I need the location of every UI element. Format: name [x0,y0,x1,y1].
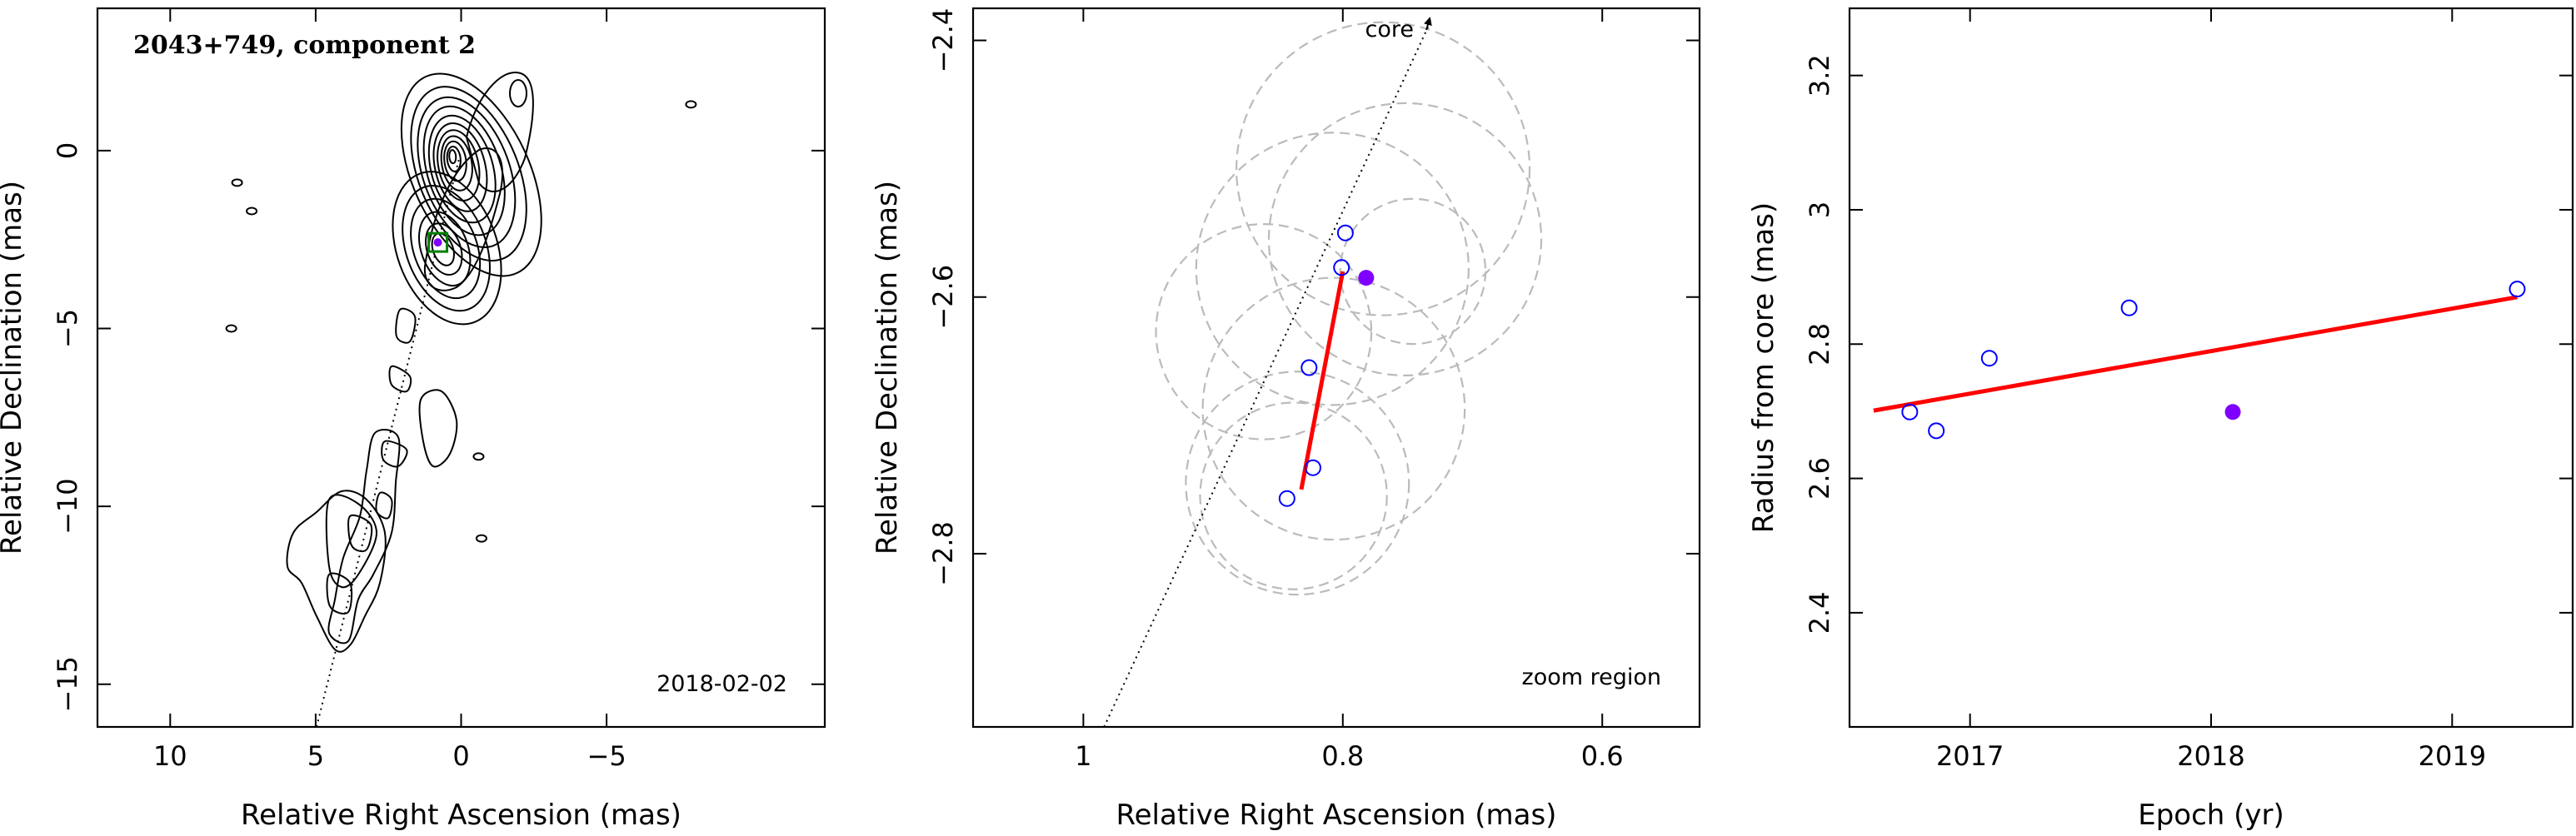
y-tick-label: −10 [52,478,83,535]
map-area [225,71,697,727]
zoom-region-panel: 1 0.8 0.6 −2.4 −2.6 −2.8 Relative Right Ascens… [871,7,1701,832]
fit-line [1873,295,2518,413]
component-contour [424,222,463,276]
core-contour [446,145,462,172]
x-tick-label: 5 [307,740,324,772]
x-tick-label: 2019 [2419,740,2486,772]
contour-map-panel: 10 5 0 −5 0 −5 −10 −15 Relative Right Ascension … [0,7,826,832]
y-tick-label: −5 [52,309,83,348]
noise-contour [685,100,697,109]
core-contour [465,71,534,192]
epoch-label: 2018-02-02 [656,671,787,697]
jet-contour [325,494,378,589]
plot-frame [1848,7,2574,729]
y-tick-label: 2.6 [1804,457,1835,500]
bridge-contour [423,147,504,291]
error-circle [1267,102,1543,376]
core-arrow [1424,17,1432,31]
y-tick-label: 2.8 [1804,323,1835,366]
core-contour [400,72,542,277]
component-dot [433,238,442,247]
core-contour [437,129,481,202]
noise-contour [246,207,258,216]
epoch-point [2509,281,2526,298]
x-tick-label: −5 [587,740,627,772]
core-direction-line [1103,22,1431,727]
core-label: core [1365,17,1414,42]
plot-frame [971,7,1701,729]
x-tick-label: 1 [1075,740,1091,772]
noise-contour [231,178,243,187]
epoch-point [1336,224,1354,241]
x-axis-label: Epoch (yr) [2138,799,2284,832]
epoch-point [1300,359,1318,376]
y-tick-label: −15 [52,656,83,713]
y-axis-label: Radius from core (mas) [1747,202,1780,533]
plot-frame [96,7,826,729]
component-contour [418,211,472,287]
core-contour [410,86,527,262]
jet-contour [395,307,417,344]
error-circle [1195,132,1470,406]
error-circle [1235,21,1531,316]
x-tick-label: 2018 [2177,740,2244,772]
x-tick-label: 10 [153,740,187,772]
y-tick-label: 2.4 [1804,591,1835,634]
epoch-point [2120,299,2138,316]
core-direction-line [315,150,462,727]
y-axis-label: Relative Declination (mas) [0,181,28,555]
jet-contour [286,490,387,653]
y-tick-label: 3 [1804,202,1835,218]
fit-line [1299,271,1345,490]
x-tick-label: 0 [452,740,469,772]
core-contour [440,135,473,192]
zoom-label: zoom region [1522,664,1661,690]
x-tick-label: 0.6 [1581,740,1624,772]
epoch-point [1278,490,1295,507]
component-box [427,231,449,253]
core-contour [509,79,527,107]
jet-contour [375,491,393,520]
noise-contour [225,324,237,333]
x-tick-label: 0.8 [1321,740,1364,772]
epoch-point [1304,459,1321,476]
component-contour [410,197,482,300]
jet-contour [326,572,353,615]
highlight-point [2224,404,2241,420]
noise-contour [475,534,487,543]
error-circle [1339,197,1487,346]
y-tick-label: −2.6 [927,265,959,330]
error-circle [1201,276,1466,541]
component-contour [392,171,502,326]
jet-contour [347,514,373,553]
chart-title: 2043+749, component 2 [133,31,476,60]
jet-contour [381,440,408,468]
y-tick-label: 0 [52,142,83,159]
error-circle [1185,371,1410,596]
core-contour [422,105,506,236]
jet-contour [418,389,458,468]
epoch-point [1333,259,1350,276]
jet-contour [327,429,401,644]
epoch-point [1980,350,1998,367]
zoom-area [1103,17,1543,727]
y-tick-label: 3.2 [1804,54,1835,97]
component-contour [402,185,491,312]
x-tick-label: 2017 [1936,740,2004,772]
x-axis-label: Relative Right Ascension (mas) [1116,799,1557,832]
highlight-point [1358,270,1375,286]
epoch-point [1901,403,1919,420]
core-contour [448,149,457,165]
x-axis-label: Relative Right Ascension (mas) [241,799,681,832]
y-axis-label: Relative Declination (mas) [871,181,904,555]
noise-contour [472,452,485,461]
error-circle [1155,223,1373,440]
radius-vs-epoch-panel: 2017 2018 2019 2.4 2.6 2.8 3 3.2 Epoch (yr) Radiu… [1747,7,2574,832]
error-circle [1199,401,1388,590]
y-tick-label: −2.8 [927,521,959,586]
epoch-point [1928,422,1945,440]
y-tick-label: −2.4 [927,8,959,73]
jet-contour [388,365,412,393]
